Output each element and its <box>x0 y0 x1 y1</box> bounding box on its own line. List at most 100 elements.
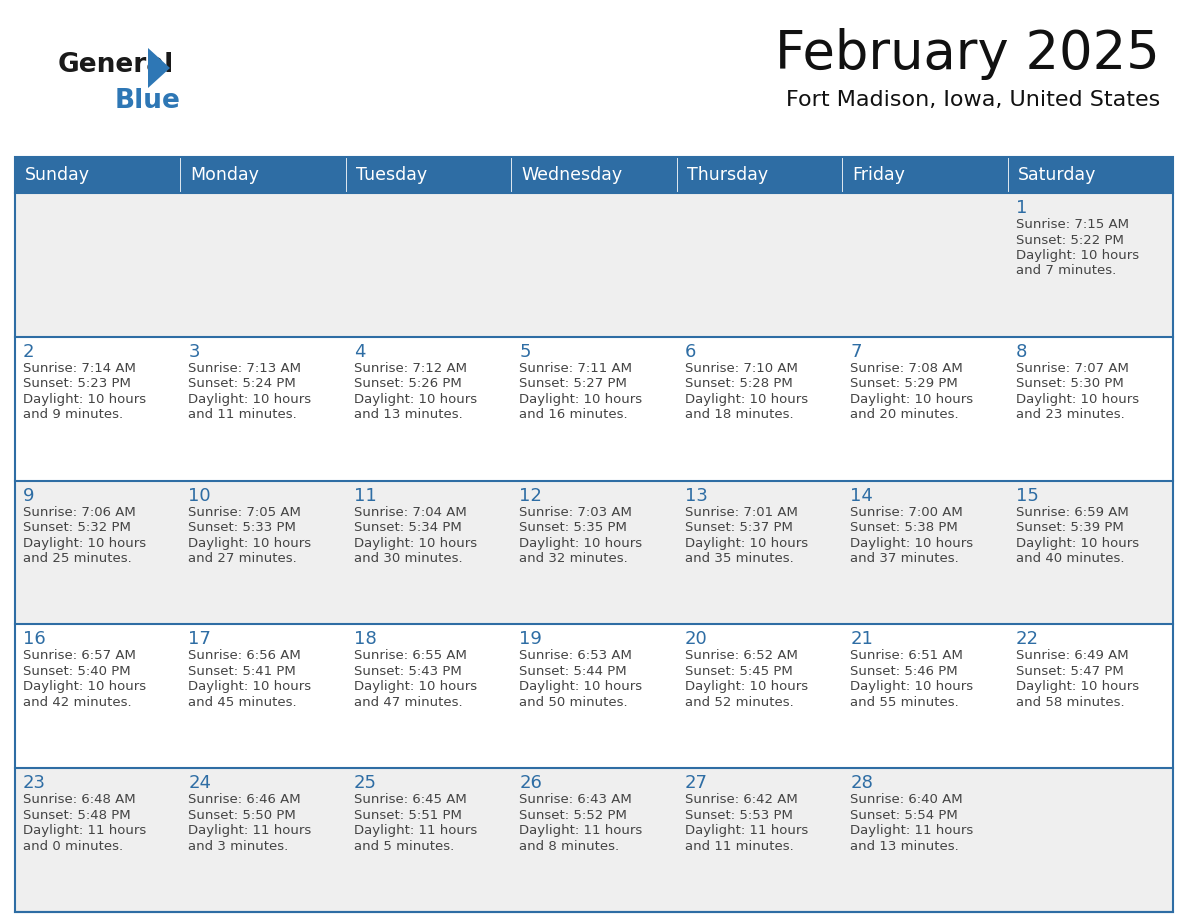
Text: and 32 minutes.: and 32 minutes. <box>519 552 628 565</box>
Text: 10: 10 <box>189 487 211 505</box>
Text: Sunrise: 6:46 AM: Sunrise: 6:46 AM <box>189 793 301 806</box>
Text: Monday: Monday <box>190 166 259 184</box>
Text: and 45 minutes.: and 45 minutes. <box>189 696 297 709</box>
Text: Thursday: Thursday <box>687 166 767 184</box>
Text: Sunrise: 6:42 AM: Sunrise: 6:42 AM <box>684 793 797 806</box>
Text: 12: 12 <box>519 487 542 505</box>
Text: Sunrise: 6:53 AM: Sunrise: 6:53 AM <box>519 649 632 663</box>
Bar <box>1007 157 1173 193</box>
Text: Sunset: 5:48 PM: Sunset: 5:48 PM <box>23 809 131 822</box>
Bar <box>15 768 1173 912</box>
Text: Daylight: 10 hours: Daylight: 10 hours <box>354 537 478 550</box>
Text: Sunset: 5:29 PM: Sunset: 5:29 PM <box>851 377 958 390</box>
Text: and 16 minutes.: and 16 minutes. <box>519 409 628 421</box>
Text: 21: 21 <box>851 631 873 648</box>
Text: Sunset: 5:23 PM: Sunset: 5:23 PM <box>23 377 131 390</box>
Text: 13: 13 <box>684 487 708 505</box>
Text: Fort Madison, Iowa, United States: Fort Madison, Iowa, United States <box>785 90 1159 110</box>
Bar <box>15 193 1173 337</box>
Text: 6: 6 <box>684 342 696 361</box>
Text: Daylight: 10 hours: Daylight: 10 hours <box>1016 393 1138 406</box>
Text: 14: 14 <box>851 487 873 505</box>
Text: 2: 2 <box>23 342 34 361</box>
Text: 22: 22 <box>1016 631 1038 648</box>
Text: and 42 minutes.: and 42 minutes. <box>23 696 132 709</box>
Text: 4: 4 <box>354 342 366 361</box>
Text: Daylight: 11 hours: Daylight: 11 hours <box>684 824 808 837</box>
Text: and 37 minutes.: and 37 minutes. <box>851 552 959 565</box>
Text: Daylight: 10 hours: Daylight: 10 hours <box>519 393 643 406</box>
Text: February 2025: February 2025 <box>776 28 1159 80</box>
Text: Sunrise: 7:05 AM: Sunrise: 7:05 AM <box>189 506 302 519</box>
Bar <box>842 157 1007 193</box>
Text: Sunset: 5:30 PM: Sunset: 5:30 PM <box>1016 377 1124 390</box>
Text: Daylight: 10 hours: Daylight: 10 hours <box>851 537 973 550</box>
Bar <box>677 157 842 193</box>
Text: Sunrise: 6:55 AM: Sunrise: 6:55 AM <box>354 649 467 663</box>
Text: 1: 1 <box>1016 199 1026 217</box>
Text: Daylight: 10 hours: Daylight: 10 hours <box>189 393 311 406</box>
Text: Daylight: 11 hours: Daylight: 11 hours <box>519 824 643 837</box>
Text: and 40 minutes.: and 40 minutes. <box>1016 552 1124 565</box>
Text: and 50 minutes.: and 50 minutes. <box>519 696 628 709</box>
Text: Sunset: 5:37 PM: Sunset: 5:37 PM <box>684 521 792 534</box>
Text: Daylight: 10 hours: Daylight: 10 hours <box>684 393 808 406</box>
Text: Daylight: 10 hours: Daylight: 10 hours <box>23 680 146 693</box>
Text: Sunrise: 6:43 AM: Sunrise: 6:43 AM <box>519 793 632 806</box>
Text: and 0 minutes.: and 0 minutes. <box>23 840 124 853</box>
Text: 27: 27 <box>684 774 708 792</box>
Text: Wednesday: Wednesday <box>522 166 623 184</box>
Text: Sunset: 5:41 PM: Sunset: 5:41 PM <box>189 665 296 677</box>
Text: and 58 minutes.: and 58 minutes. <box>1016 696 1124 709</box>
Text: Sunrise: 7:07 AM: Sunrise: 7:07 AM <box>1016 362 1129 375</box>
Text: and 27 minutes.: and 27 minutes. <box>189 552 297 565</box>
Text: Sunset: 5:24 PM: Sunset: 5:24 PM <box>189 377 296 390</box>
Text: Daylight: 10 hours: Daylight: 10 hours <box>684 680 808 693</box>
Bar <box>15 157 1173 912</box>
Text: 8: 8 <box>1016 342 1026 361</box>
Text: Sunrise: 7:13 AM: Sunrise: 7:13 AM <box>189 362 302 375</box>
Text: and 5 minutes.: and 5 minutes. <box>354 840 454 853</box>
Text: Sunset: 5:46 PM: Sunset: 5:46 PM <box>851 665 958 677</box>
Polygon shape <box>148 48 170 88</box>
Text: and 30 minutes.: and 30 minutes. <box>354 552 462 565</box>
Bar <box>181 157 346 193</box>
Text: and 13 minutes.: and 13 minutes. <box>354 409 462 421</box>
Text: Sunset: 5:28 PM: Sunset: 5:28 PM <box>684 377 792 390</box>
Text: 24: 24 <box>189 774 211 792</box>
Text: Daylight: 10 hours: Daylight: 10 hours <box>354 680 478 693</box>
Text: Sunset: 5:35 PM: Sunset: 5:35 PM <box>519 521 627 534</box>
Text: General: General <box>58 52 175 78</box>
Text: and 47 minutes.: and 47 minutes. <box>354 696 462 709</box>
Text: Sunset: 5:50 PM: Sunset: 5:50 PM <box>189 809 296 822</box>
Text: Sunrise: 7:01 AM: Sunrise: 7:01 AM <box>684 506 797 519</box>
Text: Sunrise: 7:14 AM: Sunrise: 7:14 AM <box>23 362 135 375</box>
Text: Daylight: 10 hours: Daylight: 10 hours <box>189 537 311 550</box>
Text: 20: 20 <box>684 631 708 648</box>
Text: 19: 19 <box>519 631 542 648</box>
Text: Saturday: Saturday <box>1018 166 1097 184</box>
Text: Daylight: 10 hours: Daylight: 10 hours <box>1016 680 1138 693</box>
Text: 26: 26 <box>519 774 542 792</box>
Text: Sunset: 5:33 PM: Sunset: 5:33 PM <box>189 521 296 534</box>
Text: and 18 minutes.: and 18 minutes. <box>684 409 794 421</box>
Text: Sunset: 5:26 PM: Sunset: 5:26 PM <box>354 377 462 390</box>
Text: Sunrise: 7:15 AM: Sunrise: 7:15 AM <box>1016 218 1129 231</box>
Text: Daylight: 10 hours: Daylight: 10 hours <box>684 537 808 550</box>
Text: Daylight: 10 hours: Daylight: 10 hours <box>519 680 643 693</box>
Text: Sunset: 5:34 PM: Sunset: 5:34 PM <box>354 521 462 534</box>
Text: Daylight: 10 hours: Daylight: 10 hours <box>519 537 643 550</box>
Text: Sunset: 5:27 PM: Sunset: 5:27 PM <box>519 377 627 390</box>
Text: 9: 9 <box>23 487 34 505</box>
Text: and 55 minutes.: and 55 minutes. <box>851 696 959 709</box>
Text: 5: 5 <box>519 342 531 361</box>
Text: Sunset: 5:43 PM: Sunset: 5:43 PM <box>354 665 462 677</box>
Text: and 23 minutes.: and 23 minutes. <box>1016 409 1124 421</box>
Text: Sunset: 5:47 PM: Sunset: 5:47 PM <box>1016 665 1124 677</box>
Text: Daylight: 11 hours: Daylight: 11 hours <box>23 824 146 837</box>
Text: and 20 minutes.: and 20 minutes. <box>851 409 959 421</box>
Text: Sunset: 5:52 PM: Sunset: 5:52 PM <box>519 809 627 822</box>
Text: Sunset: 5:45 PM: Sunset: 5:45 PM <box>684 665 792 677</box>
Text: Sunset: 5:54 PM: Sunset: 5:54 PM <box>851 809 958 822</box>
Text: Sunset: 5:51 PM: Sunset: 5:51 PM <box>354 809 462 822</box>
